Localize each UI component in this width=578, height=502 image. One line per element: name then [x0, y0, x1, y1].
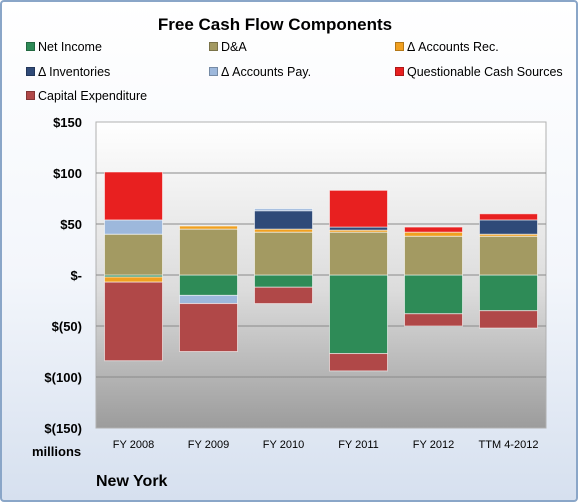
y-tick-label: $(150) — [44, 421, 82, 436]
legend-swatch — [26, 67, 35, 76]
y-tick-label: $- — [70, 268, 82, 283]
bar-segment — [179, 228, 238, 276]
bar-segment — [104, 219, 163, 235]
bar-segment — [404, 235, 463, 276]
bar-segment — [479, 310, 538, 329]
bar-segment — [479, 274, 538, 312]
legend-swatch — [26, 42, 35, 51]
legend-item: D&A — [209, 40, 247, 54]
gridlines — [96, 172, 546, 378]
legend-item: Δ Accounts Rec. — [395, 40, 499, 54]
y-tick-label: $50 — [60, 217, 82, 232]
bar-segment — [179, 303, 238, 352]
legend-item: Net Income — [26, 40, 102, 54]
legend-label: Capital Expenditure — [38, 89, 148, 103]
x-tick-label: FY 2011 — [338, 439, 379, 451]
bar-segment — [254, 231, 313, 276]
bar-segment — [329, 189, 388, 228]
legend-label: Questionable Cash Sources — [407, 65, 563, 79]
bar-segment — [254, 274, 313, 288]
bar-segment — [404, 274, 463, 315]
bar-segment — [104, 281, 163, 362]
y-tick-label: $100 — [53, 166, 82, 181]
bar-segment — [479, 219, 538, 235]
y-tick-label: $(100) — [44, 370, 82, 385]
bar-segment — [479, 235, 538, 276]
legend: Net Income D&A Δ Accounts Rec. Δ Invento… — [2, 2, 576, 112]
bar-segment — [404, 313, 463, 327]
x-tick-label: FY 2009 — [188, 439, 229, 451]
legend-item: Questionable Cash Sources — [395, 65, 563, 79]
legend-swatch — [209, 67, 218, 76]
y-tick-label: $(50) — [52, 319, 82, 334]
bar-segment — [479, 213, 538, 221]
legend-item: Δ Inventories — [26, 65, 110, 79]
bar-segment — [329, 231, 388, 276]
bars — [104, 171, 538, 372]
region-label: New York — [96, 473, 168, 490]
bar-segment — [254, 286, 313, 305]
legend-item: Capital Expenditure — [26, 89, 147, 103]
bar-segment — [179, 274, 238, 296]
bar-segment — [329, 274, 388, 355]
legend-item: Δ Accounts Pay. — [209, 65, 311, 79]
bar-segment — [179, 225, 238, 230]
y-tick-label: $150 — [53, 115, 82, 130]
bar-segment — [254, 208, 313, 212]
legend-swatch — [395, 42, 404, 51]
x-tick-label: TTM 4-2012 — [479, 439, 539, 451]
legend-label: Δ Inventories — [38, 65, 111, 79]
bar-segment — [104, 171, 163, 221]
x-tick-label: FY 2012 — [413, 439, 454, 451]
x-tick-labels: FY 2008 FY 2009 FY 2010 FY 2011 FY 2012 TTM 4… — [113, 439, 539, 451]
bar-segment — [404, 231, 463, 237]
legend-swatch — [26, 91, 35, 100]
legend-label: D&A — [221, 40, 247, 54]
bar-segment — [329, 353, 388, 372]
legend-label: Δ Accounts Pay. — [221, 65, 312, 79]
x-tick-label: FY 2008 — [113, 439, 154, 451]
bar-segment — [404, 226, 463, 233]
legend-label: Net Income — [38, 40, 102, 54]
chart-title: Free Cash Flow Components — [157, 15, 393, 34]
bar-segment — [254, 210, 313, 230]
bar-segment — [104, 276, 163, 283]
y-tick-labels: $150 $100 $50 $- $(50) $(100) $(150) — [44, 115, 82, 436]
bar-segment — [104, 233, 163, 276]
unit-label: millions — [32, 444, 82, 459]
legend-swatch — [209, 42, 218, 51]
x-tick-label: FY 2010 — [263, 439, 304, 451]
legend-swatch — [395, 67, 404, 76]
bar-segment — [179, 294, 238, 305]
legend-label: Δ Accounts Rec. — [407, 40, 499, 54]
